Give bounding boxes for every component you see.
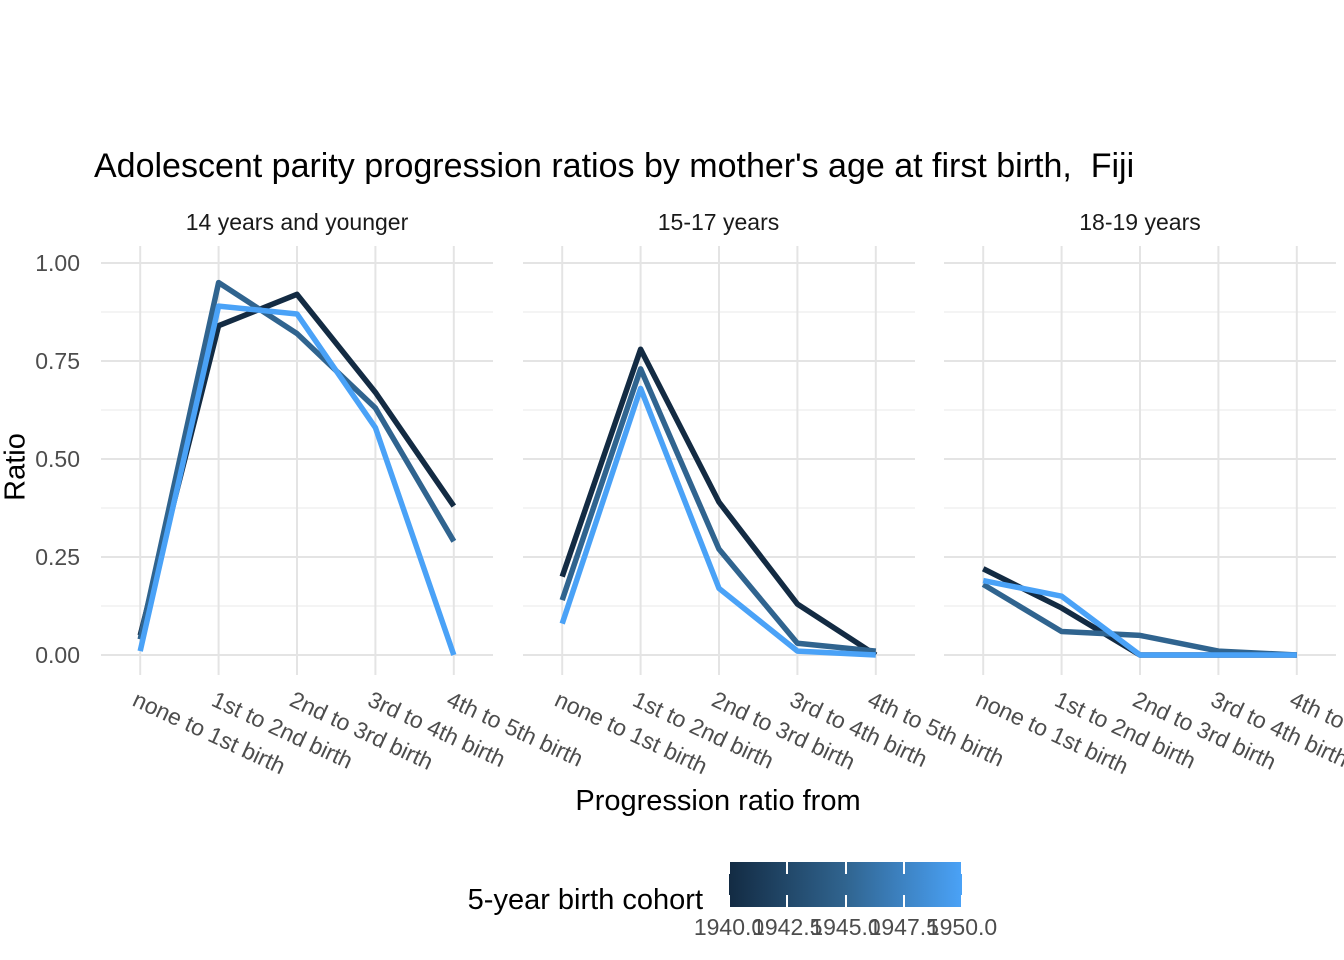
colorbar-tick	[902, 862, 905, 874]
facet-panel-0	[101, 246, 493, 675]
colorbar-tick	[844, 895, 847, 907]
legend-tick-label: 1950.0	[926, 914, 998, 940]
colorbar-tick	[786, 895, 789, 907]
y-tick-label: 0.75	[35, 348, 80, 374]
facet-panel-2	[944, 246, 1336, 675]
colorbar-tick	[961, 862, 963, 874]
facet-strip-label: 14 years and younger	[185, 209, 409, 235]
legend-tick-label: 1945.0	[810, 914, 881, 940]
y-tick-label: 0.25	[35, 544, 80, 570]
y-tick-label: 0.00	[35, 642, 80, 668]
line-cohort-1945	[559, 366, 876, 654]
line-cohort-1950	[982, 577, 1297, 658]
colorbar-tick	[728, 862, 730, 874]
legend-tick-label: 1947.5	[868, 914, 939, 940]
colorbar-tick	[844, 862, 847, 874]
line-cohort-1950	[559, 385, 876, 658]
x-axis-title: Progression ratio from	[575, 785, 861, 817]
colorbar-tick	[786, 862, 789, 874]
facet-strip-label: 15-17 years	[657, 209, 780, 235]
line-cohort-1940	[559, 346, 877, 658]
line-cohort-1950	[137, 303, 457, 656]
colorbar-tick	[961, 895, 963, 907]
colorbar-tick	[902, 895, 905, 907]
plot-title: Adolescent parity progression ratios by …	[94, 147, 1135, 185]
facet-panel-1	[522, 246, 915, 675]
legend-title: 5-year birth cohort	[467, 884, 703, 916]
y-tick-label: 1.00	[35, 250, 80, 276]
facet-strip-label: 18-19 years	[1079, 209, 1201, 235]
line-cohort-1945	[137, 279, 457, 640]
legend-tick-label: 1940.0	[693, 914, 765, 940]
colorbar-tick	[728, 895, 730, 907]
legend-tick-label: 1942.5	[752, 914, 823, 940]
y-tick-label: 0.50	[35, 446, 80, 472]
